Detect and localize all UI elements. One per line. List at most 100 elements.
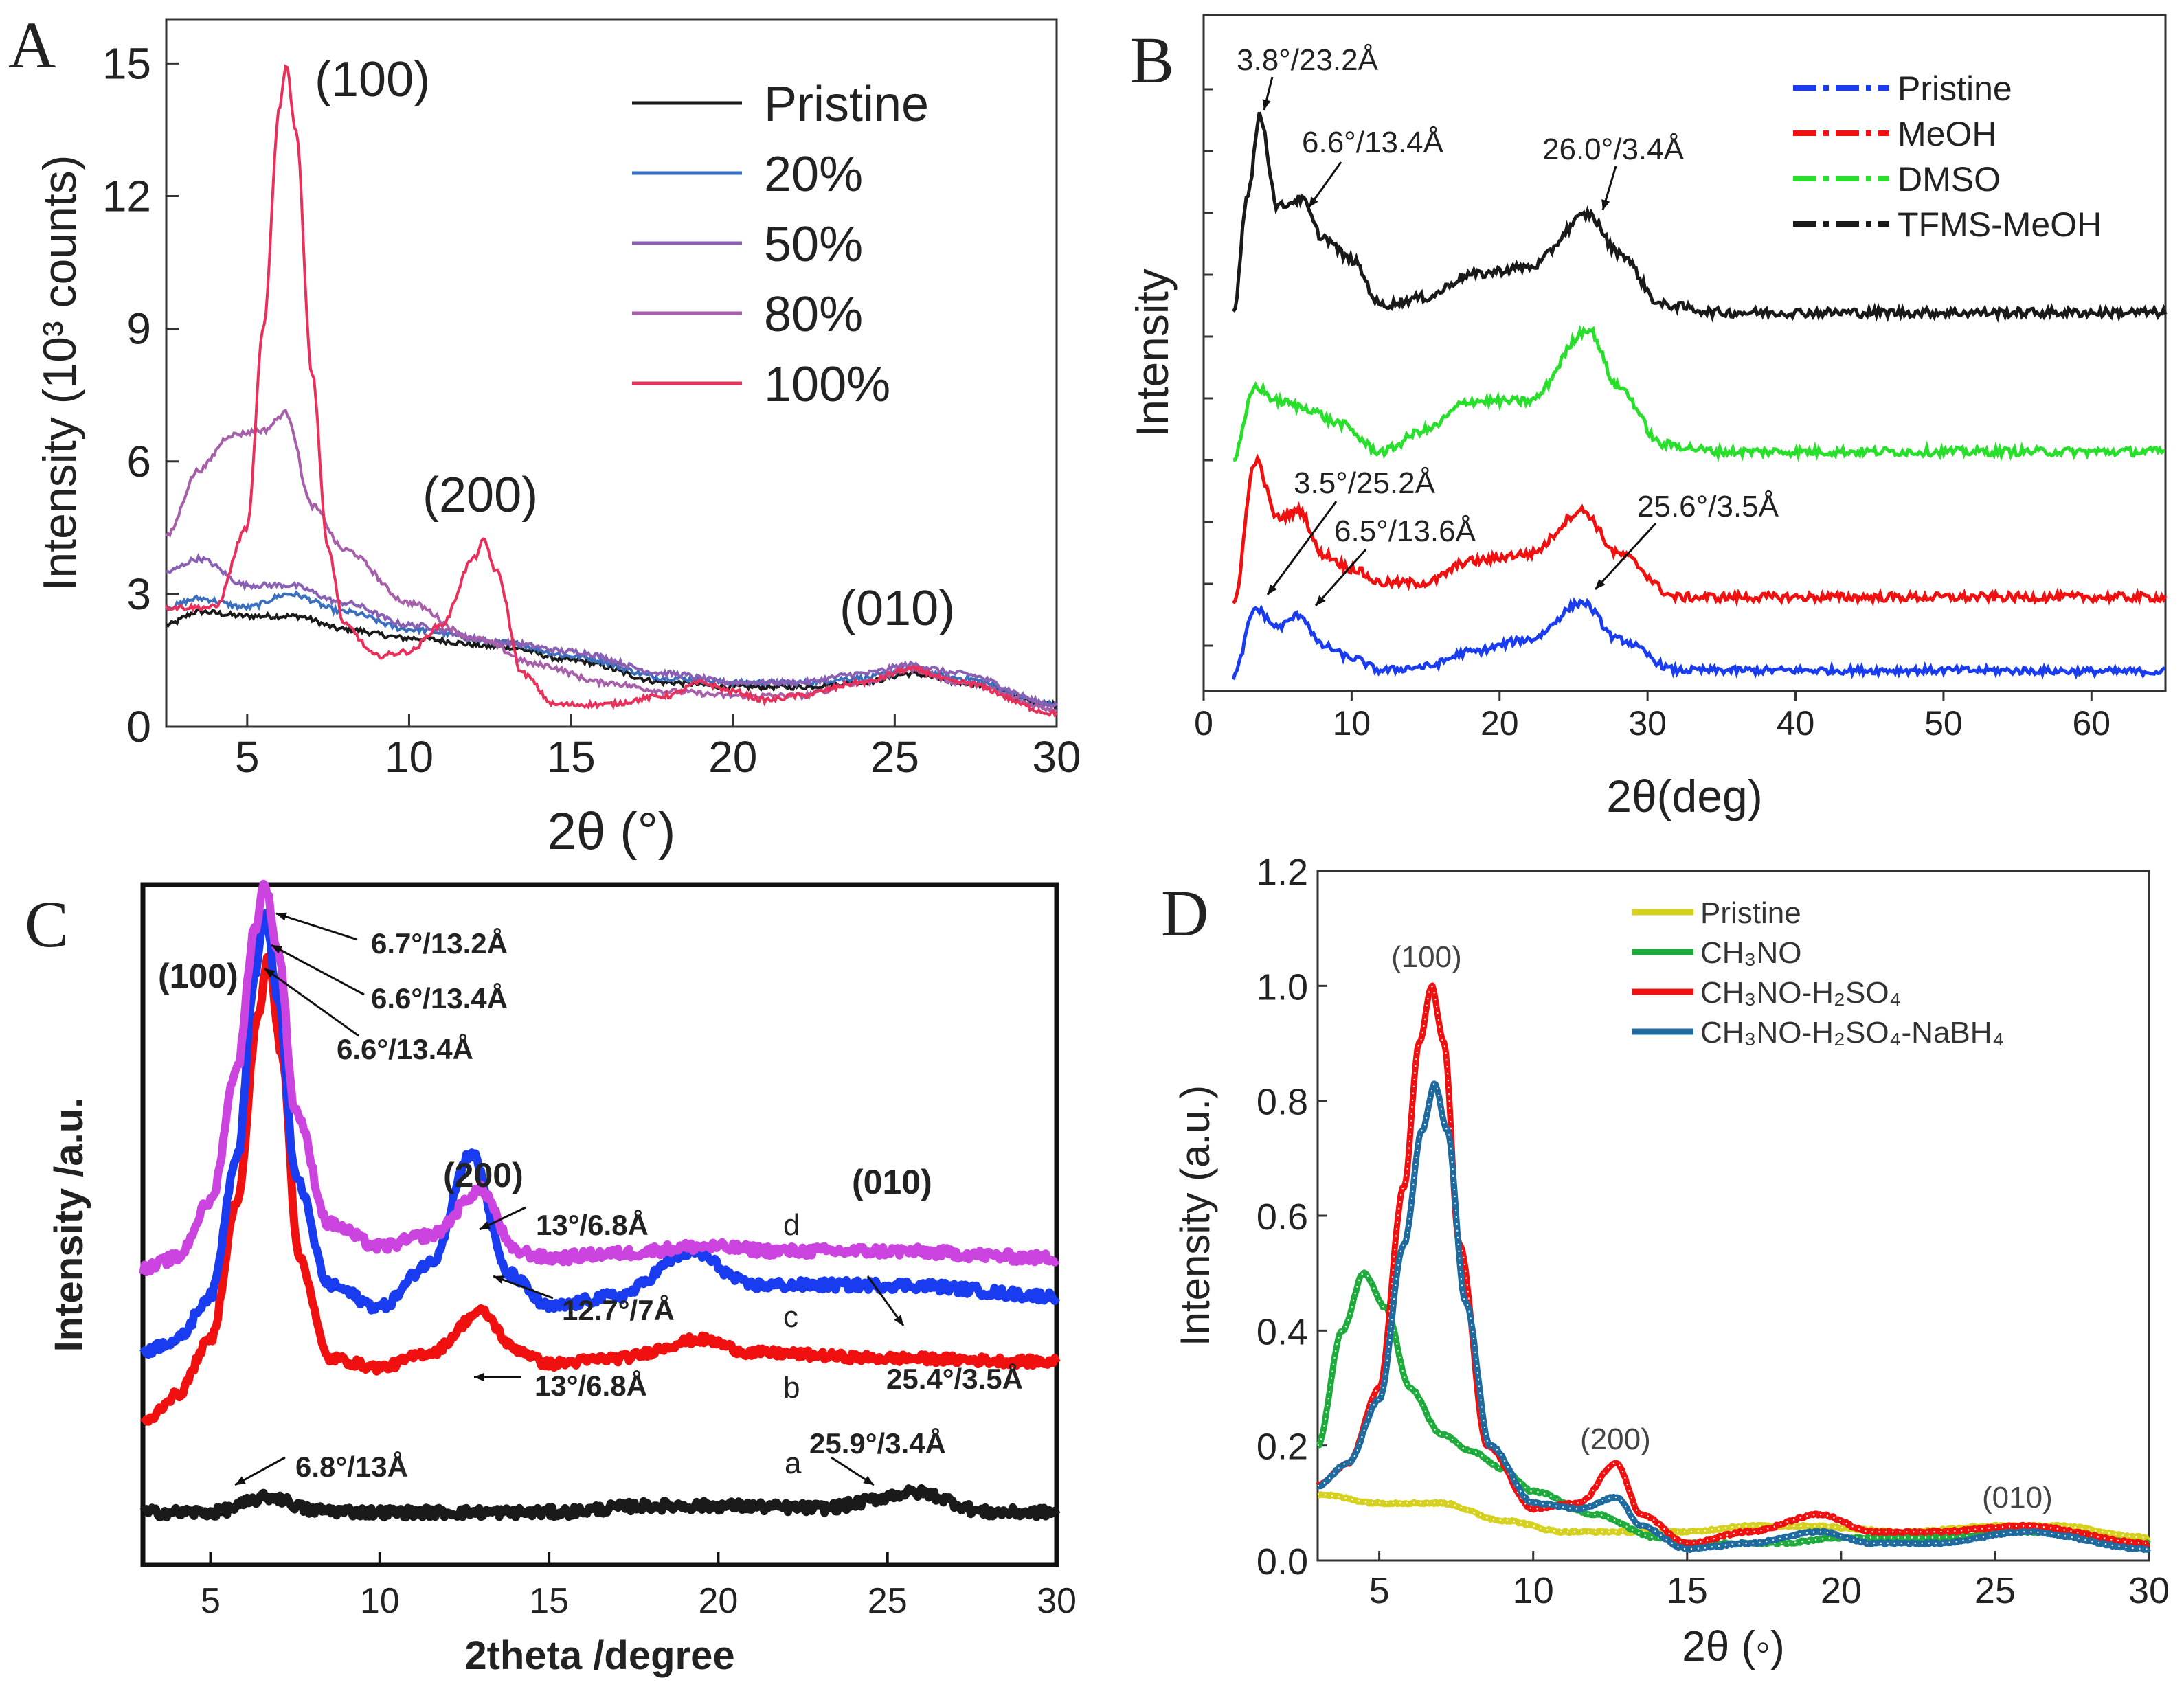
x-tick-label: 20: [1821, 1570, 1862, 1611]
x-axis-title: 2θ (◦): [1682, 1623, 1784, 1670]
y-tick-label: 0.0: [1257, 1541, 1308, 1582]
annotation-arrow: [275, 912, 358, 941]
peak-annotation: 12.7°/7Å: [562, 1294, 675, 1326]
peak-annotation: 13°/6.8Å: [534, 1370, 647, 1402]
annotation-arrow: [1314, 549, 1367, 606]
x-tick-label: 25: [1974, 1570, 2016, 1611]
annotation-arrow-head: [1601, 199, 1610, 210]
x-tick-label: 15: [1667, 1570, 1708, 1611]
x-axis-title: 2θ(deg): [1606, 771, 1763, 821]
peak-label: (100): [158, 957, 238, 995]
series-line-b: [139, 953, 1061, 1427]
peak-label: (010): [1982, 1481, 2053, 1514]
x-tick-label: 25: [868, 1581, 908, 1621]
series-line-CH₃NO-H₂SO₄-NaBH₄: [1316, 1080, 2152, 1553]
peak-label: (200): [1580, 1422, 1651, 1456]
y-tick-label: 9: [126, 304, 151, 354]
x-tick-label: 5: [1369, 1570, 1390, 1611]
series-line-c: [139, 909, 1061, 1359]
annotation-arrow-head: [271, 945, 282, 954]
series-line-MeOH: [1232, 453, 2168, 607]
y-axis-title: Intensity (10³ counts): [34, 155, 86, 591]
y-tick-label: 0.8: [1257, 1082, 1308, 1123]
panel-d: D 5 10 15 20 25 30 0.0 0.2 0.4 0.6 0.8 1.0 1.2 2θ (◦) I…: [1161, 852, 2170, 1670]
annotation-arrow-head: [1309, 196, 1318, 207]
plot-frame: [1316, 870, 2150, 1562]
series-line-50%: [166, 552, 1058, 708]
panel-b: B 0 10 20 30 40 50 60 2θ(deg) Intensity Pristine Me…: [1127, 14, 2168, 821]
plot-frame: [140, 882, 1059, 1567]
series-label: b: [783, 1371, 800, 1405]
series-line-Pristine: [1231, 597, 2166, 681]
annotation-arrow-head: [474, 1372, 484, 1382]
panel-label: B: [1130, 23, 1174, 97]
annotation-arrow-head: [1262, 99, 1271, 110]
x-axis-title: 2theta /degree: [464, 1633, 734, 1678]
peak-annotation: 6.6°/13.4Å: [371, 982, 508, 1014]
legend-label: 20%: [764, 147, 863, 202]
x-tick-label: 5: [235, 732, 260, 782]
peak-annotation: 13°/6.8Å: [536, 1209, 649, 1241]
annotation-arrow-shaft: [493, 1275, 554, 1300]
peak-annotation: 6.6°/13.4Å: [1302, 126, 1444, 159]
y-axis-title: Intensity: [1127, 269, 1178, 438]
x-tick-label: 30: [1037, 1581, 1077, 1621]
legend-label: 50%: [764, 217, 863, 272]
y-tick-label: 0.6: [1257, 1196, 1308, 1238]
annotation-arrow: [264, 967, 359, 1037]
y-tick-label: 3: [126, 569, 151, 619]
annotation-arrow-shaft: [1594, 522, 1657, 591]
peak-annotation: 25.9°/3.4Å: [809, 1427, 946, 1460]
x-tick-label: 20: [708, 732, 757, 782]
x-tick-label: 20: [1481, 704, 1519, 742]
legend-label: DMSO: [1898, 160, 2001, 198]
annotation-arrow: [1262, 76, 1274, 111]
legend-label: MeOH: [1898, 115, 1996, 153]
panel-label: A: [8, 8, 56, 82]
series-label: d: [783, 1208, 800, 1242]
y-axis-title: Intensity (a.u.): [1172, 1085, 1218, 1346]
x-tick-label: 30: [1032, 732, 1081, 782]
y-axis-title: Intensity /a.u.: [47, 1098, 91, 1352]
annotation-arrow-shaft: [1266, 501, 1338, 595]
annotation-arrow-head: [894, 1315, 903, 1326]
series-marker-dots: [1317, 1082, 2149, 1550]
x-tick-label: 40: [1777, 704, 1815, 742]
series-line-CH₃NO-H₂SO₄: [1316, 982, 2151, 1547]
series-line-DMSO: [1232, 324, 2166, 462]
legend-label: CH₃NO-H₂SO₄-NaBH₄: [1700, 1016, 2005, 1049]
annotation-arrow: [1266, 501, 1338, 595]
series-label: a: [785, 1446, 802, 1480]
x-tick-label: 10: [1513, 1570, 1554, 1611]
series-line-100%: [165, 64, 1058, 718]
legend-label: CH₃NO: [1700, 936, 1801, 970]
annotation-arrow: [1601, 166, 1617, 211]
y-tick-label: 1.0: [1257, 966, 1308, 1008]
x-tick-label: 50: [1924, 704, 1963, 742]
peak-annotation: 6.8°/13Å: [295, 1451, 408, 1483]
peak-label: (200): [423, 468, 538, 523]
peak-annotation: 6.7°/13.2Å: [371, 927, 508, 960]
annotation-arrow: [271, 944, 365, 996]
x-tick-label: 10: [360, 1581, 400, 1621]
legend-label: Pristine: [1898, 69, 2012, 108]
series-line-Pristine: [165, 608, 1058, 710]
legend-label: Pristine: [764, 77, 929, 132]
series-label: c: [783, 1300, 798, 1334]
annotation-arrow: [831, 1456, 875, 1486]
panel-c: C 5 10 15 20 25 30 2theta /degree Intensity /a.u…: [25, 879, 1077, 1678]
peak-annotation: 25.4°/3.5Å: [886, 1363, 1023, 1395]
peak-label: (010): [840, 581, 955, 636]
peak-annotation: 6.5°/13.6Å: [1334, 514, 1476, 548]
series-marker-dots: [1317, 986, 2149, 1544]
annotation-arrow-shaft: [275, 912, 358, 941]
annotation-arrow: [493, 1275, 554, 1300]
annotation-arrow-head: [480, 1221, 491, 1229]
panel-label: C: [25, 887, 69, 961]
x-tick-label: 15: [529, 1581, 569, 1621]
y-tick-label: 1.2: [1257, 852, 1308, 893]
y-tick-label: 0.4: [1257, 1311, 1308, 1352]
y-tick-label: 0.2: [1257, 1427, 1308, 1468]
x-tick-label: 15: [546, 732, 595, 782]
peak-label: (010): [852, 1163, 932, 1201]
